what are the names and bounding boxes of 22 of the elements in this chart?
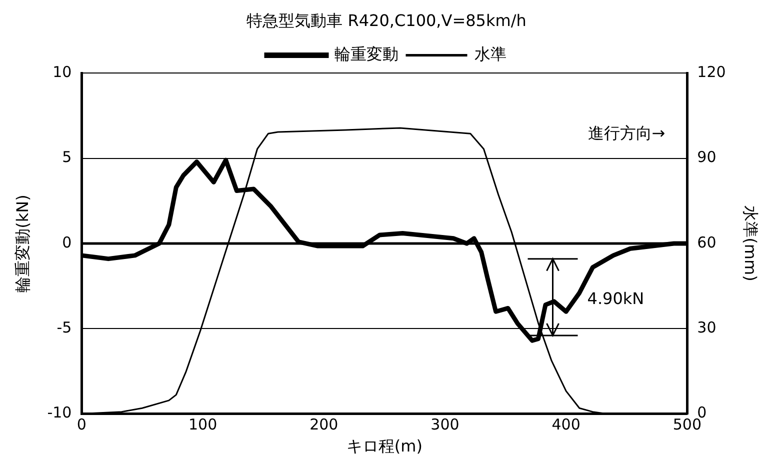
y-tick-label: -10 <box>47 404 72 422</box>
x-tick-label: 200 <box>310 416 338 434</box>
y2-tick-label: 90 <box>697 148 716 166</box>
annotation: 進行方向→ <box>588 124 666 143</box>
y-axis-title: 輪重変動(kN) <box>12 194 32 292</box>
x-axis-title: キロ程(m) <box>346 436 422 456</box>
annotation: 4.90kN <box>587 288 644 308</box>
y-tick-label: 10 <box>52 63 72 82</box>
chart-title: 特急型気動車 R420,C100,V=85km/h <box>246 10 526 30</box>
y2-tick-label: 30 <box>697 318 716 337</box>
x-tick-label: 100 <box>188 416 218 434</box>
y-tick-label: 5 <box>62 148 72 166</box>
legend-label: 水準 <box>474 44 506 64</box>
y2-tick-label: 120 <box>697 63 726 82</box>
y2-axis-title: 水準(mm) <box>741 206 760 282</box>
x-tick-label: 400 <box>552 416 580 434</box>
x-tick-label: 300 <box>430 416 460 434</box>
x-tick-label: 0 <box>76 416 86 434</box>
y-tick-label: -5 <box>56 318 72 337</box>
legend-label: 輪重変動 <box>334 44 398 64</box>
y2-tick-label: 60 <box>697 233 716 252</box>
y-tick-label: 0 <box>62 233 72 252</box>
